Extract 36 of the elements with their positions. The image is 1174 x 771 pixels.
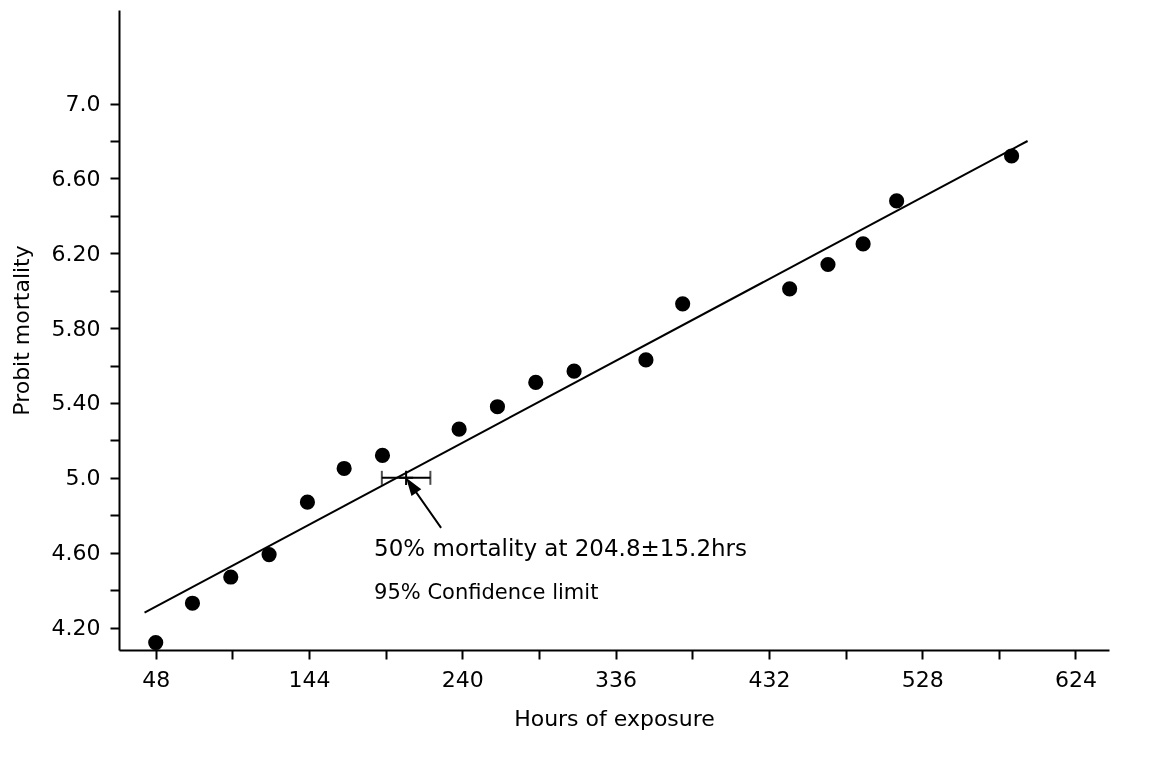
point bbox=[148, 634, 164, 651]
annotation: 95% Confidence limit bbox=[374, 579, 599, 604]
point bbox=[566, 363, 582, 379]
y-tick-label: 4.60 bbox=[51, 540, 101, 566]
point bbox=[855, 236, 871, 252]
point bbox=[451, 421, 467, 437]
point bbox=[184, 595, 201, 611]
point bbox=[782, 281, 798, 297]
y-tick-label: 4.20 bbox=[51, 615, 101, 641]
y-tick-label: 5.80 bbox=[51, 315, 101, 341]
x-tick-label: 528 bbox=[901, 666, 944, 692]
x-tick-label: 48 bbox=[142, 666, 171, 692]
x-tick-label: 432 bbox=[748, 666, 791, 692]
point bbox=[820, 256, 836, 273]
point bbox=[261, 546, 277, 563]
annotation: 50% mortality at 204.8±15.2hrs bbox=[374, 534, 748, 561]
y-axis-title: Probit mortality bbox=[8, 245, 34, 416]
y-tick-label: 6.20 bbox=[51, 240, 101, 266]
x-tick-label: 336 bbox=[595, 666, 638, 692]
point bbox=[374, 447, 391, 463]
x-axis-title: Hours of exposure bbox=[514, 705, 715, 731]
y-tick-label: 5.0 bbox=[65, 465, 101, 491]
x-tick-label: 144 bbox=[288, 666, 331, 692]
point bbox=[528, 374, 544, 390]
x-tick-label: 240 bbox=[441, 666, 484, 692]
y-tick-label: 7.0 bbox=[65, 91, 101, 117]
point bbox=[336, 460, 352, 477]
point bbox=[638, 352, 654, 368]
x-tick-label: 624 bbox=[1054, 666, 1097, 692]
point bbox=[675, 296, 691, 312]
point bbox=[223, 569, 239, 585]
point bbox=[489, 399, 506, 415]
point bbox=[299, 494, 315, 510]
y-tick-label: 5.40 bbox=[51, 390, 101, 416]
point bbox=[889, 193, 905, 209]
y-tick-label: 6.60 bbox=[51, 165, 101, 191]
